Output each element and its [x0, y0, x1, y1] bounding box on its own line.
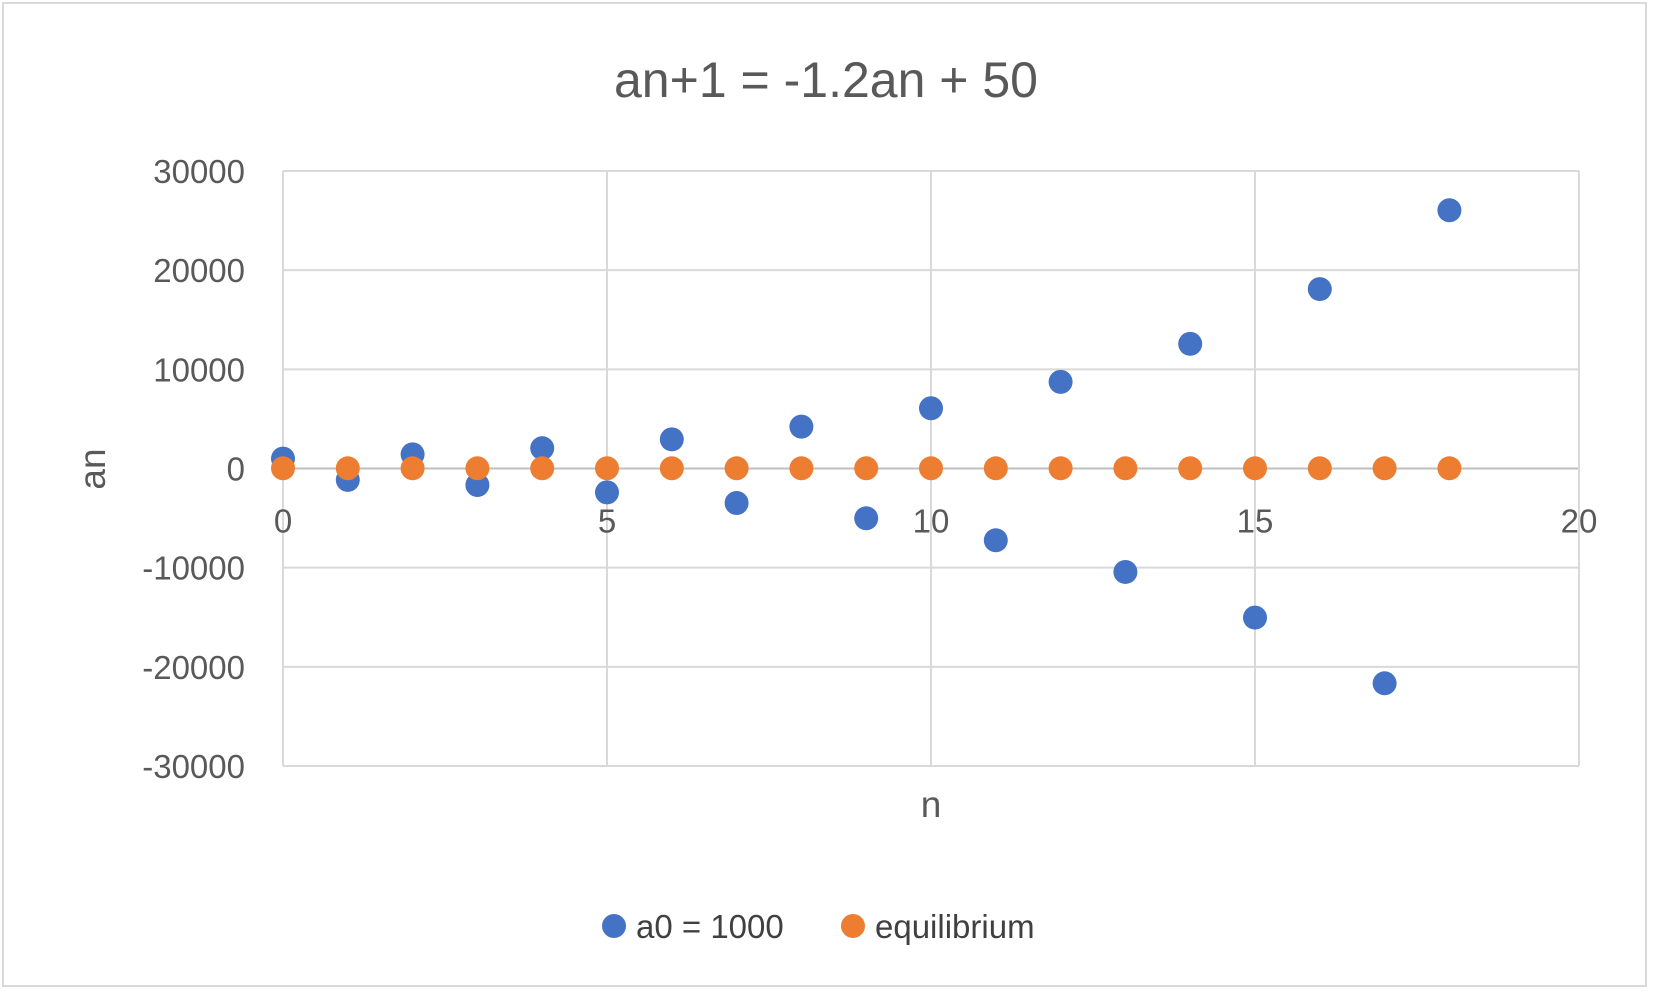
y-tick-label: 20000: [153, 252, 245, 289]
y-tick-label: -10000: [142, 550, 245, 587]
data-point-equilibrium: [724, 456, 749, 481]
data-point-equilibrium: [659, 456, 684, 481]
data-point-equilibrium: [271, 456, 295, 481]
y-axis-ticks: 30000 20000 10000 0 -10000 -20000 -30000: [142, 153, 245, 785]
data-point-equilibrium: [400, 456, 425, 481]
data-point-a0: [983, 528, 1008, 553]
x-axis-ticks: 0 5 10 15 20: [274, 503, 1598, 540]
legend: a0 = 1000 equilibrium: [602, 908, 1035, 945]
data-point-a0: [1048, 369, 1073, 394]
data-point-equilibrium: [1372, 456, 1397, 481]
data-point-a0: [724, 491, 749, 516]
legend-marker-a0: [602, 914, 626, 938]
y-tick-label: 10000: [153, 351, 245, 388]
data-point-equilibrium: [1178, 456, 1203, 481]
x-tick-label: 10: [913, 503, 950, 540]
data-point-equilibrium: [465, 456, 490, 481]
data-point-equilibrium: [789, 456, 814, 481]
data-point-a0: [1178, 331, 1203, 356]
data-point-equilibrium: [1307, 456, 1332, 481]
data-point-equilibrium: [1437, 456, 1462, 481]
data-point-a0: [595, 480, 619, 505]
data-point-a0: [465, 473, 490, 498]
data-point-a0: [659, 427, 684, 452]
data-point-equilibrium: [530, 456, 555, 481]
y-tick-label: -30000: [142, 748, 245, 785]
x-tick-label: 0: [274, 503, 292, 540]
x-axis-label: n: [921, 784, 942, 825]
legend-label-equilibrium: equilibrium: [875, 908, 1035, 945]
data-point-a0: [1243, 605, 1267, 630]
data-point-equilibrium: [335, 456, 360, 481]
data-point-equilibrium: [1243, 456, 1267, 481]
data-point-a0: [1113, 559, 1138, 584]
data-point-equilibrium: [854, 456, 879, 481]
y-tick-label: 30000: [153, 153, 245, 190]
x-tick-label: 20: [1561, 503, 1598, 540]
data-point-a0: [1372, 671, 1397, 696]
data-point-a0: [1307, 277, 1332, 302]
data-point-a0: [919, 396, 943, 421]
y-axis-label: an: [72, 448, 113, 489]
chart-title: an+1 = -1.2an + 50: [614, 52, 1038, 108]
data-point-a0: [1437, 198, 1462, 223]
x-tick-label: 5: [598, 503, 616, 540]
data-point-equilibrium: [983, 456, 1008, 481]
legend-marker-equilibrium: [841, 914, 865, 938]
y-tick-label: 0: [227, 451, 245, 488]
data-point-a0: [789, 414, 814, 439]
y-tick-label: -20000: [142, 649, 245, 686]
data-point-a0: [854, 506, 879, 531]
data-points: [271, 198, 1462, 696]
data-point-equilibrium: [1113, 456, 1138, 481]
legend-label-a0: a0 = 1000: [636, 908, 784, 945]
data-point-equilibrium: [1048, 456, 1073, 481]
x-tick-label: 15: [1237, 503, 1274, 540]
data-point-equilibrium: [595, 456, 619, 481]
data-point-equilibrium: [919, 456, 943, 481]
data-point-a0: [530, 436, 555, 461]
